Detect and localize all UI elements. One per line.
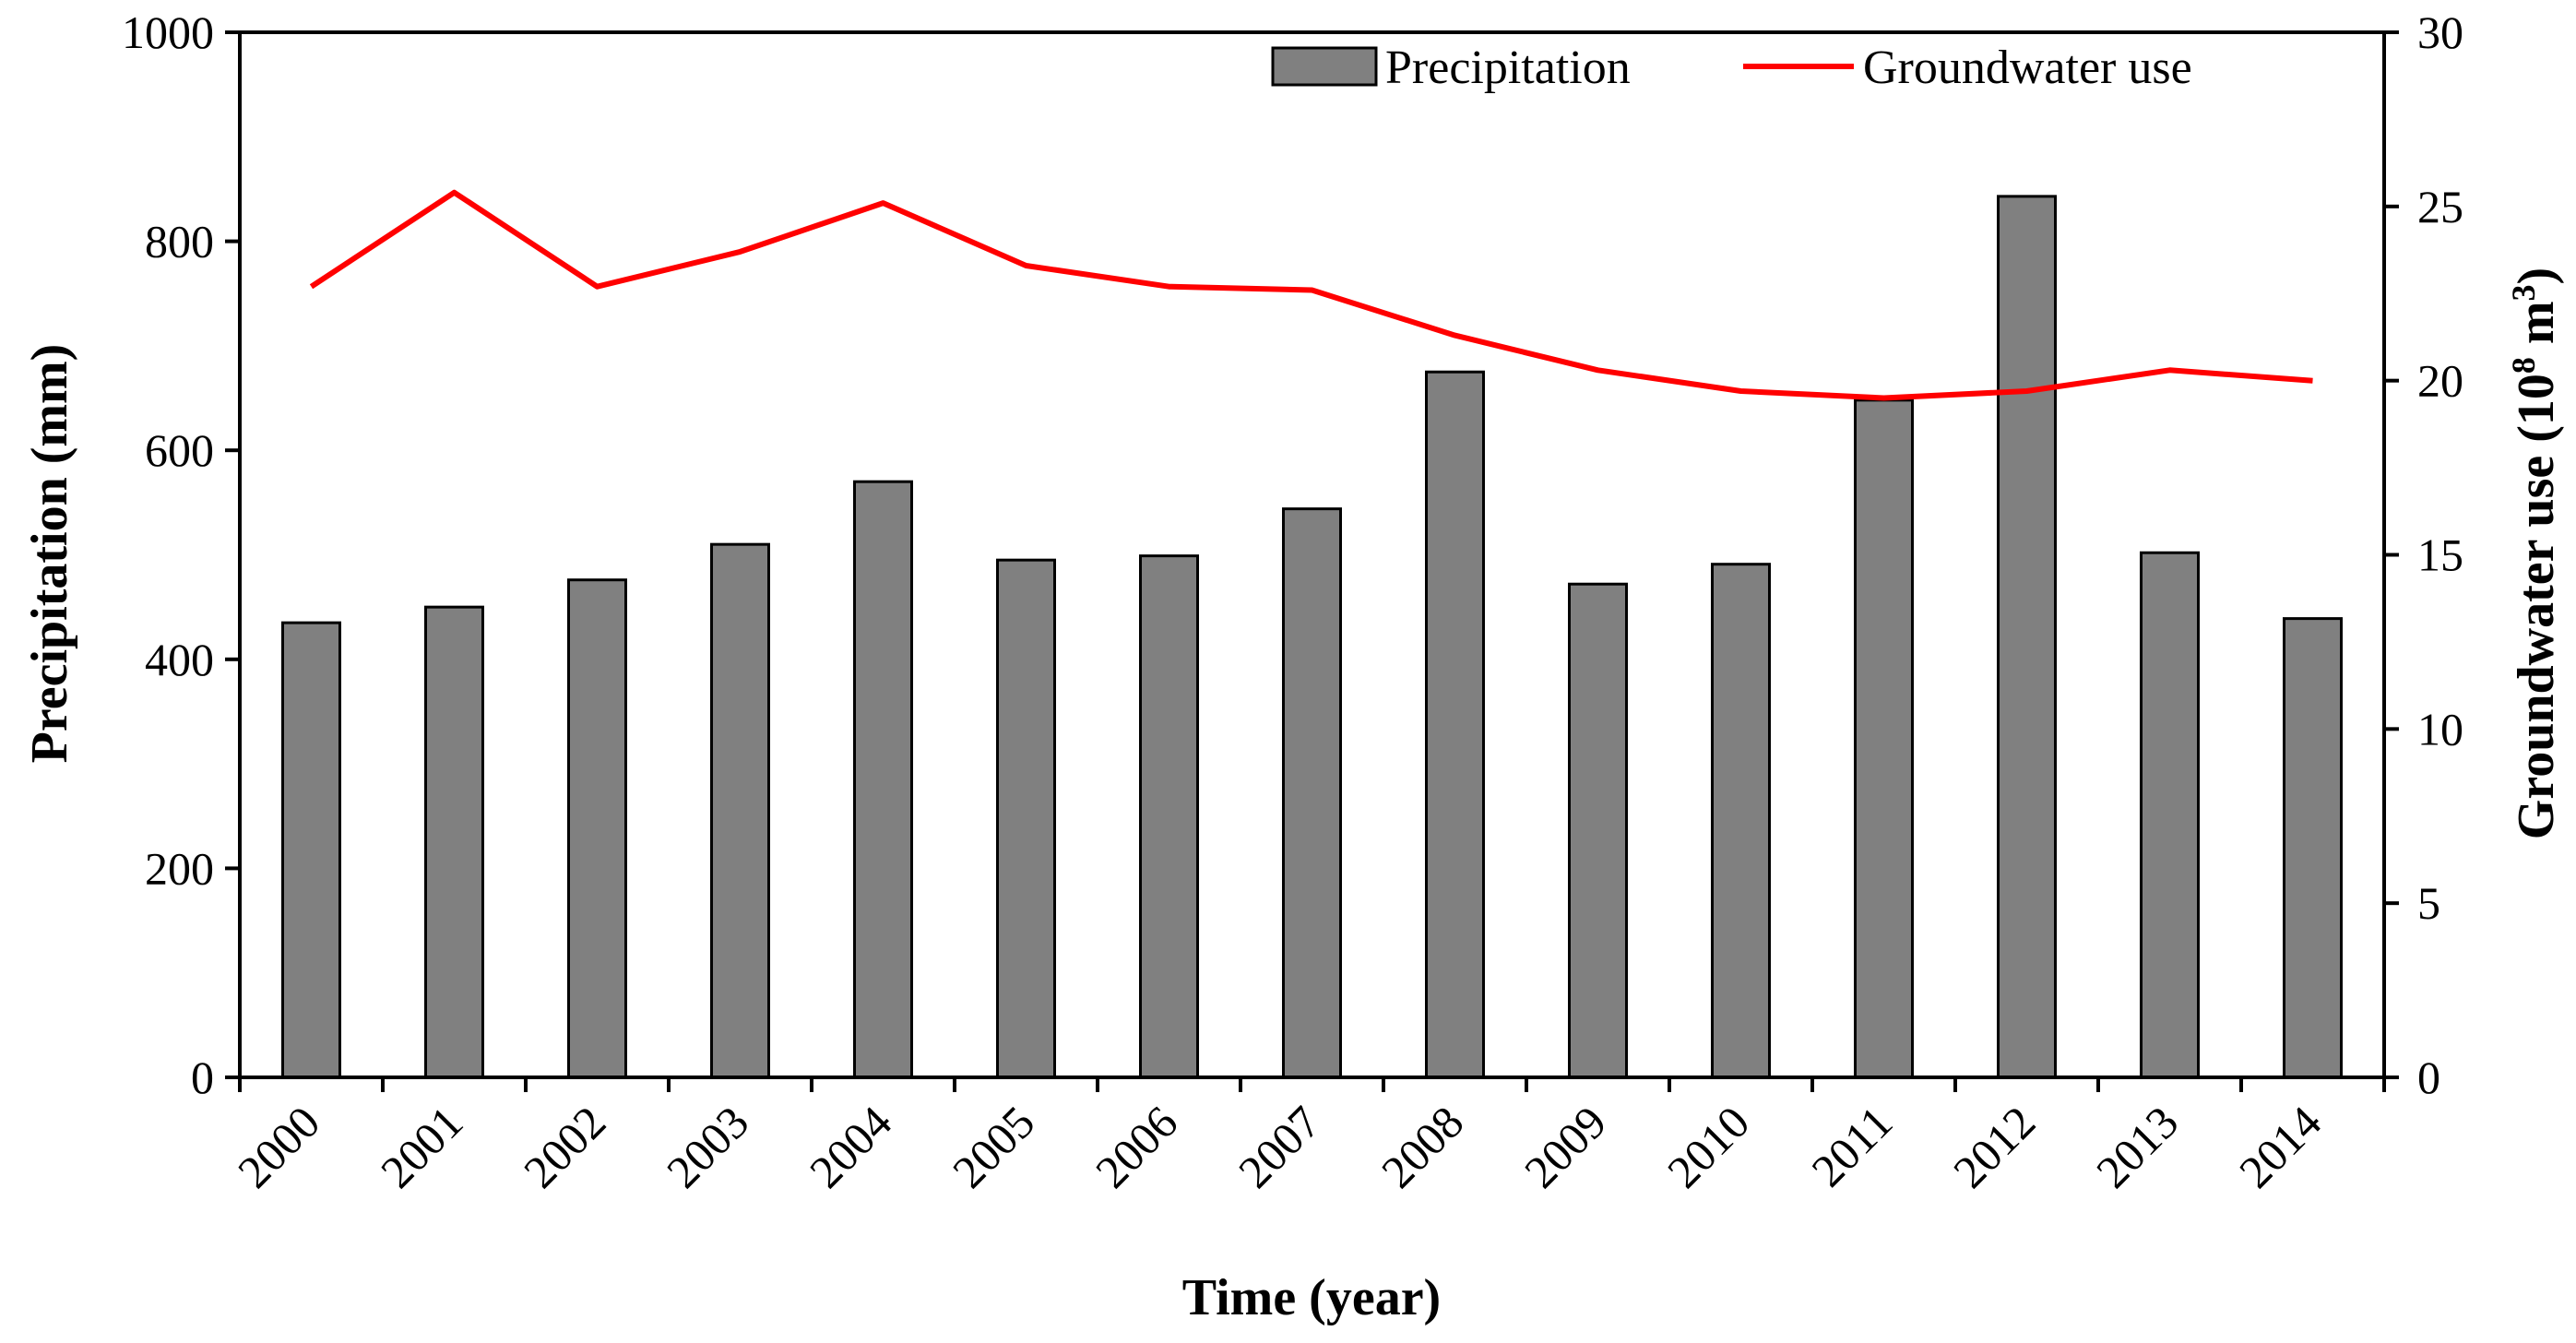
left-tick-label: 0: [191, 1052, 214, 1103]
right-tick-label: 30: [2417, 6, 2463, 58]
bar-precipitation: [1570, 584, 1627, 1077]
left-tick-label: 800: [145, 216, 214, 267]
right-tick-label: 15: [2417, 529, 2463, 581]
bar-precipitation: [855, 481, 912, 1077]
right-axis-title-main: Groundwater use (10: [2508, 374, 2565, 839]
bar-precipitation: [1141, 556, 1198, 1077]
x-tick-label: 2004: [800, 1096, 901, 1197]
right-axis: 0 5 10 15 20 25 30: [2384, 6, 2463, 1103]
bar-precipitation: [1856, 400, 1913, 1077]
legend-label-precipitation: Precipitation: [1385, 42, 1631, 94]
bar-precipitation: [426, 607, 483, 1077]
bar-precipitation: [998, 560, 1055, 1077]
right-axis-title-sup1: 8: [2505, 357, 2542, 374]
x-tick-label: 2007: [1229, 1096, 1330, 1197]
x-axis: 2000 2001 2002 2003 2004 2005 2006 2007 2008 2009…: [228, 1077, 2384, 1197]
legend-label-groundwater: Groundwater use: [1863, 42, 2192, 94]
left-tick-label: 600: [145, 424, 214, 476]
bar-precipitation: [1713, 565, 1770, 1077]
x-tick-label: 2001: [371, 1096, 472, 1197]
x-tick-label: 2008: [1371, 1096, 1473, 1197]
left-axis-title: Precipitation (mm): [21, 344, 78, 764]
right-tick-label: 0: [2417, 1052, 2440, 1103]
x-tick-label: 2013: [2086, 1096, 2188, 1197]
right-axis-title: Groundwater use (108 m3): [2505, 267, 2565, 839]
left-tick-label: 400: [145, 634, 214, 685]
x-tick-label: 2000: [228, 1096, 329, 1197]
bar-precipitation: [2285, 619, 2342, 1077]
x-tick-label: 2003: [657, 1096, 758, 1197]
x-tick-label: 2002: [514, 1096, 615, 1197]
bar-precipitation: [283, 623, 340, 1077]
x-tick-label: 2010: [1657, 1096, 1759, 1197]
x-tick-label: 2006: [1086, 1096, 1187, 1197]
right-tick-label: 10: [2417, 703, 2463, 755]
bar-precipitation: [1284, 509, 1341, 1077]
right-tick-label: 25: [2417, 181, 2463, 232]
x-tick-label: 2009: [1514, 1096, 1616, 1197]
legend-swatch-precipitation: [1273, 48, 1376, 85]
bar-precipitation: [1427, 372, 1484, 1077]
bar-precipitation: [2142, 553, 2199, 1077]
x-tick-label: 2005: [943, 1096, 1044, 1197]
bar-precipitation: [569, 580, 626, 1077]
x-axis-title: Time (year): [1182, 1269, 1441, 1326]
legend: Precipitation Groundwater use: [1273, 42, 2192, 94]
right-axis-title-sup2: 3: [2505, 284, 2542, 301]
bar-precipitation: [1999, 196, 2056, 1077]
x-tick-label: 2014: [2229, 1096, 2331, 1197]
left-tick-label: 200: [145, 842, 214, 894]
right-tick-label: 20: [2417, 355, 2463, 407]
right-tick-label: 5: [2417, 877, 2440, 929]
bar-precipitation: [712, 544, 769, 1077]
right-axis-title-mid: m: [2508, 301, 2565, 357]
right-axis-title-end: ): [2508, 267, 2565, 285]
x-tick-label: 2011: [1801, 1096, 1902, 1196]
x-tick-label: 2012: [1943, 1096, 2045, 1197]
bars-layer: [283, 196, 2342, 1077]
left-axis: 0 200 400 600 800 1000: [122, 6, 240, 1103]
left-tick-label: 1000: [122, 6, 214, 58]
